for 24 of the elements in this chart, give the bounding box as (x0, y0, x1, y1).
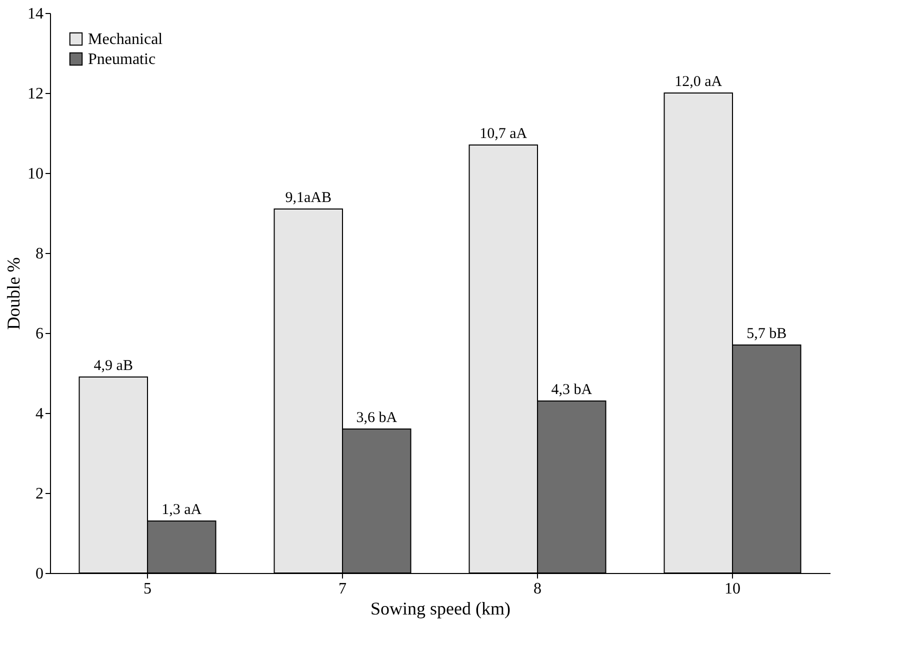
y-tick-label: 4 (36, 406, 44, 422)
legend-label: Pneumatic (88, 51, 156, 68)
data-label: 10,7 aA (480, 126, 528, 142)
y-tick-label: 6 (36, 326, 44, 342)
data-label: 4,9 aB (94, 358, 133, 374)
data-label: 1,3 aA (162, 502, 202, 518)
data-label: 9,1aAB (285, 190, 332, 206)
y-tick-label: 0 (36, 566, 44, 582)
y-tick-label: 8 (36, 246, 44, 262)
x-tick-label: 10 (724, 580, 740, 598)
y-tick-label: 14 (28, 6, 44, 22)
y-tick-label: 10 (28, 166, 44, 182)
y-tick-label: 2 (36, 486, 44, 502)
x-tick-label: 8 (534, 580, 542, 598)
data-label: 5,7 bB (746, 326, 787, 342)
data-label: 12,0 aA (674, 74, 722, 90)
y-tick-label: 12 (28, 86, 44, 102)
y-axis-title: Double % (4, 257, 24, 330)
x-tick-label: 5 (144, 580, 152, 598)
data-label: 4,3 bA (551, 382, 592, 398)
data-label: 3,6 bA (356, 410, 398, 426)
x-axis-title: Sowing speed (km) (370, 598, 510, 618)
x-tick-label: 7 (338, 580, 346, 598)
legend-label: Mechanical (88, 31, 164, 48)
